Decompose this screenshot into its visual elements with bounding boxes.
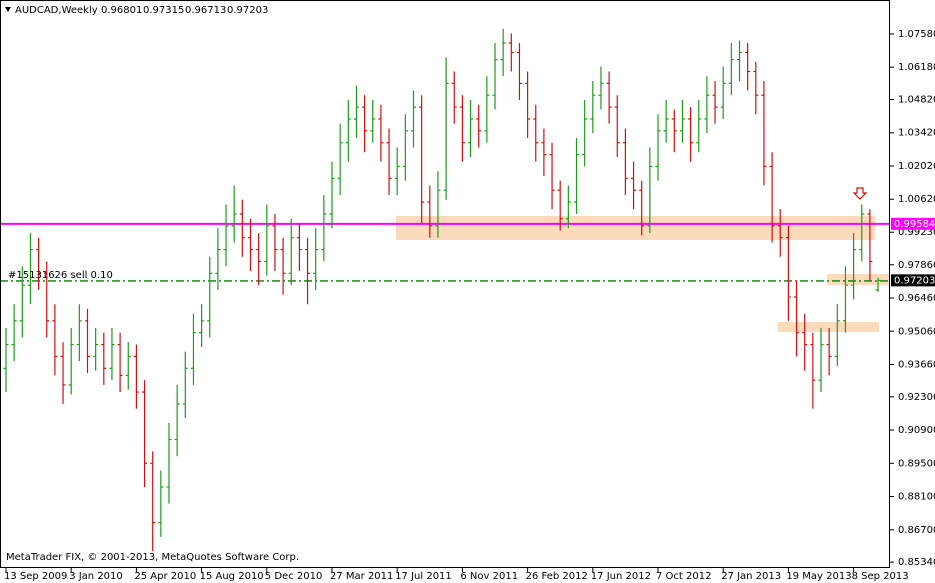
y-tick-label: 1.07580	[898, 29, 935, 40]
x-tick-label: 8 Sep 2013	[852, 571, 909, 582]
frame	[0, 0, 890, 568]
x-tick-label: 27 Mar 2011	[330, 571, 393, 582]
price-box	[891, 217, 935, 230]
ohlc-close: 0.97203	[227, 5, 268, 16]
price-box	[891, 274, 935, 287]
credit: MetaTrader FIX, © 2001-2013, MetaQuotes …	[6, 552, 299, 563]
zone	[778, 322, 879, 332]
price-box-label: 0.97203	[894, 275, 935, 286]
x-tick-label: 5 Dec 2010	[265, 571, 323, 582]
y-tick-label: 1.03420	[898, 128, 935, 139]
y-tick-label: 1.04820	[898, 94, 935, 105]
x-tick-label: 26 Feb 2012	[526, 571, 588, 582]
x-tick-label: 17 Jun 2012	[591, 571, 651, 582]
y-tick-label: 1.02020	[898, 161, 935, 172]
zone	[396, 216, 875, 240]
x-tick-label: 19 May 2013	[786, 571, 851, 582]
x-tick-label: 3 Jan 2010	[69, 571, 123, 582]
ohlc-high: 0.97315	[143, 5, 184, 16]
zone	[827, 274, 890, 285]
x-tick-label: 6 Nov 2011	[460, 571, 518, 582]
zones	[396, 216, 890, 332]
x-tick-label: 13 Sep 2009	[4, 571, 67, 582]
y-tick-label: 1.06180	[898, 62, 935, 73]
x-tick-label: 25 Apr 2010	[134, 571, 196, 582]
menu-icon	[5, 7, 11, 12]
x-tick-label: 17 Jul 2011	[395, 571, 452, 582]
y-tick-label: 0.85340	[898, 557, 935, 568]
order-label: #15131626 sell 0.10	[8, 270, 113, 281]
symbol-title: AUDCAD,Weekly	[15, 5, 98, 16]
x-tick-label: 7 Oct 2012	[656, 571, 711, 582]
sell-arrow	[852, 187, 868, 200]
x-tick-label: 15 Aug 2010	[200, 571, 264, 582]
ohlc-low: 0.96713	[185, 5, 226, 16]
plot	[0, 28, 890, 552]
ohlc-open: 0.96801	[101, 5, 142, 16]
price-box-label: 0.99584	[894, 219, 935, 230]
x-tick-label: 27 Jan 2013	[721, 571, 781, 582]
